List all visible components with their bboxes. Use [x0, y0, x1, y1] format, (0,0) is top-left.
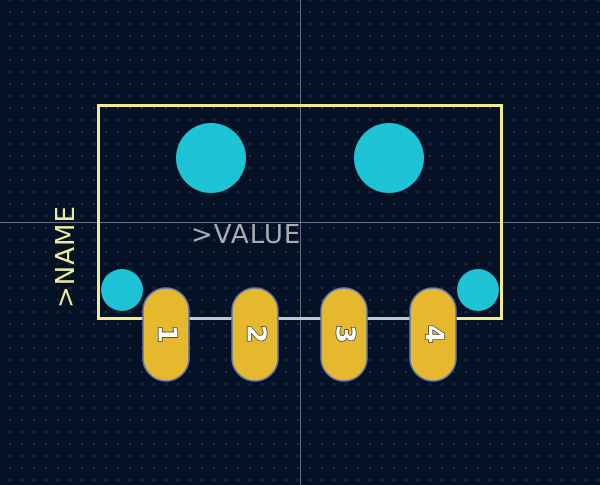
- value-label[interactable]: >VALUE: [191, 220, 302, 250]
- mounting-hole[interactable]: [457, 269, 499, 311]
- pad-1[interactable]: 1: [142, 287, 190, 382]
- reference-designator-label[interactable]: >NAME: [51, 205, 81, 308]
- pad-2[interactable]: 2: [231, 287, 279, 382]
- crosshair-vertical: [300, 0, 301, 485]
- pad-3[interactable]: 3: [320, 287, 368, 382]
- crosshair-horizontal: [0, 222, 600, 223]
- pad-4[interactable]: 4: [409, 287, 457, 382]
- mounting-hole[interactable]: [354, 123, 424, 193]
- pad-number: 4: [419, 325, 449, 343]
- mounting-hole[interactable]: [101, 269, 143, 311]
- pad-number: 1: [152, 325, 182, 343]
- pad-number: 2: [241, 325, 271, 343]
- silkscreen-outline[interactable]: [97, 104, 503, 320]
- pad-number: 3: [330, 325, 360, 343]
- mounting-hole[interactable]: [176, 123, 246, 193]
